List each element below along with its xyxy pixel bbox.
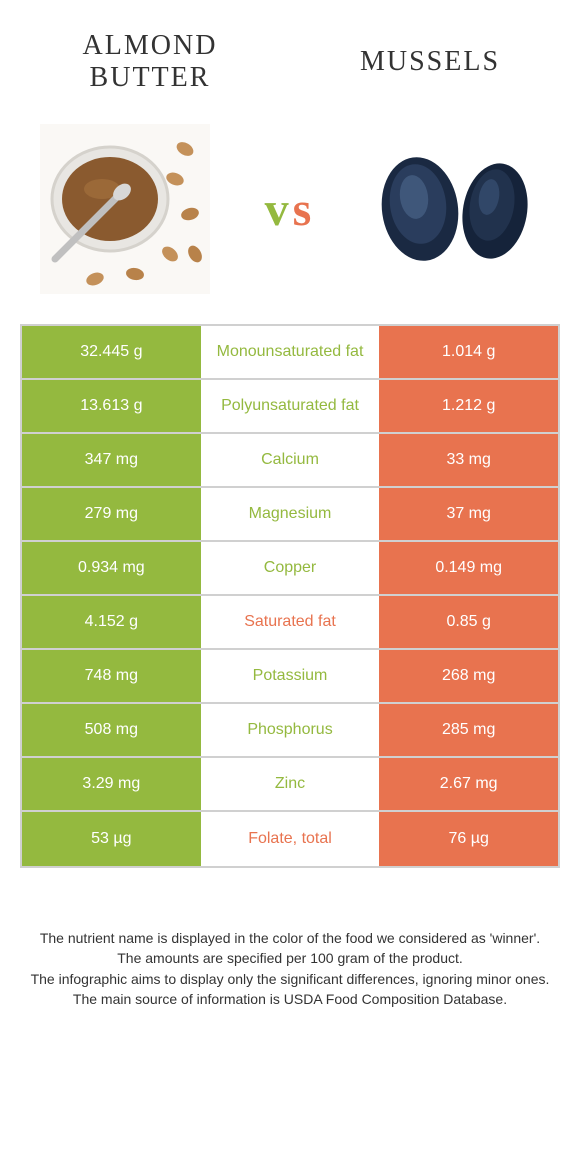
nutrient-name: Polyunsaturated fat	[201, 380, 380, 432]
left-value: 508 mg	[22, 704, 201, 756]
vs-badge: vs	[265, 182, 316, 237]
left-value: 748 mg	[22, 650, 201, 702]
vs-letter-v: v	[265, 183, 293, 236]
right-value: 1.014 g	[379, 326, 558, 378]
footer-line-1: The nutrient name is displayed in the co…	[30, 928, 550, 948]
table-row: 4.152 gSaturated fat0.85 g	[22, 596, 558, 650]
right-food-title: MUSSELS	[330, 46, 530, 78]
right-value: 1.212 g	[379, 380, 558, 432]
nutrient-name: Zinc	[201, 758, 380, 810]
right-value: 285 mg	[379, 704, 558, 756]
left-value: 279 mg	[22, 488, 201, 540]
right-value: 0.149 mg	[379, 542, 558, 594]
table-row: 347 mgCalcium33 mg	[22, 434, 558, 488]
nutrient-name: Copper	[201, 542, 380, 594]
almond-butter-icon	[40, 124, 210, 294]
nutrient-name: Monounsaturated fat	[201, 326, 380, 378]
left-value: 4.152 g	[22, 596, 201, 648]
left-food-title: ALMOND BUTTER	[50, 30, 250, 94]
footer-notes: The nutrient name is displayed in the co…	[30, 928, 550, 1009]
right-value: 268 mg	[379, 650, 558, 702]
table-row: 279 mgMagnesium37 mg	[22, 488, 558, 542]
table-row: 3.29 mgZinc2.67 mg	[22, 758, 558, 812]
left-value: 53 µg	[22, 812, 201, 866]
left-value: 0.934 mg	[22, 542, 201, 594]
vs-letter-s: s	[293, 183, 316, 236]
right-value: 33 mg	[379, 434, 558, 486]
right-value: 2.67 mg	[379, 758, 558, 810]
left-value: 32.445 g	[22, 326, 201, 378]
footer-line-4: The main source of information is USDA F…	[30, 989, 550, 1009]
nutrient-name: Folate, total	[201, 812, 380, 866]
right-value: 76 µg	[379, 812, 558, 866]
comparison-table: 32.445 gMonounsaturated fat1.014 g13.613…	[20, 324, 560, 868]
header: ALMOND BUTTER MUSSELS	[0, 0, 580, 114]
nutrient-name: Calcium	[201, 434, 380, 486]
almond-butter-image	[40, 124, 210, 294]
table-row: 0.934 mgCopper0.149 mg	[22, 542, 558, 596]
left-value: 3.29 mg	[22, 758, 201, 810]
nutrient-name: Magnesium	[201, 488, 380, 540]
right-value: 37 mg	[379, 488, 558, 540]
nutrient-name: Potassium	[201, 650, 380, 702]
table-row: 53 µgFolate, total76 µg	[22, 812, 558, 866]
table-row: 508 mgPhosphorus285 mg	[22, 704, 558, 758]
table-row: 32.445 gMonounsaturated fat1.014 g	[22, 326, 558, 380]
footer-line-3: The infographic aims to display only the…	[30, 969, 550, 989]
right-value: 0.85 g	[379, 596, 558, 648]
nutrient-name: Phosphorus	[201, 704, 380, 756]
table-row: 748 mgPotassium268 mg	[22, 650, 558, 704]
table-row: 13.613 gPolyunsaturated fat1.212 g	[22, 380, 558, 434]
mussels-icon	[370, 149, 540, 269]
images-row: vs	[0, 114, 580, 324]
left-value: 347 mg	[22, 434, 201, 486]
nutrient-name: Saturated fat	[201, 596, 380, 648]
left-value: 13.613 g	[22, 380, 201, 432]
footer-line-2: The amounts are specified per 100 gram o…	[30, 948, 550, 968]
mussels-image	[370, 124, 540, 294]
